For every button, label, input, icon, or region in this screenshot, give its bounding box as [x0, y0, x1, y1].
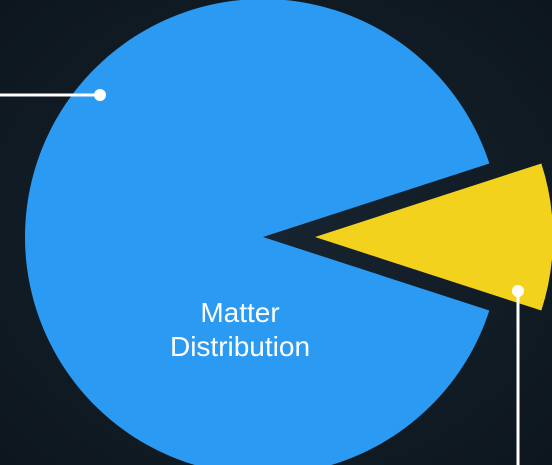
chart-title: Matter Distribution [169, 297, 311, 362]
pie [25, 0, 552, 465]
leader-dot [94, 89, 106, 101]
pie-slice [315, 163, 552, 311]
pie-slice [25, 0, 490, 465]
leader-dot [512, 285, 524, 297]
